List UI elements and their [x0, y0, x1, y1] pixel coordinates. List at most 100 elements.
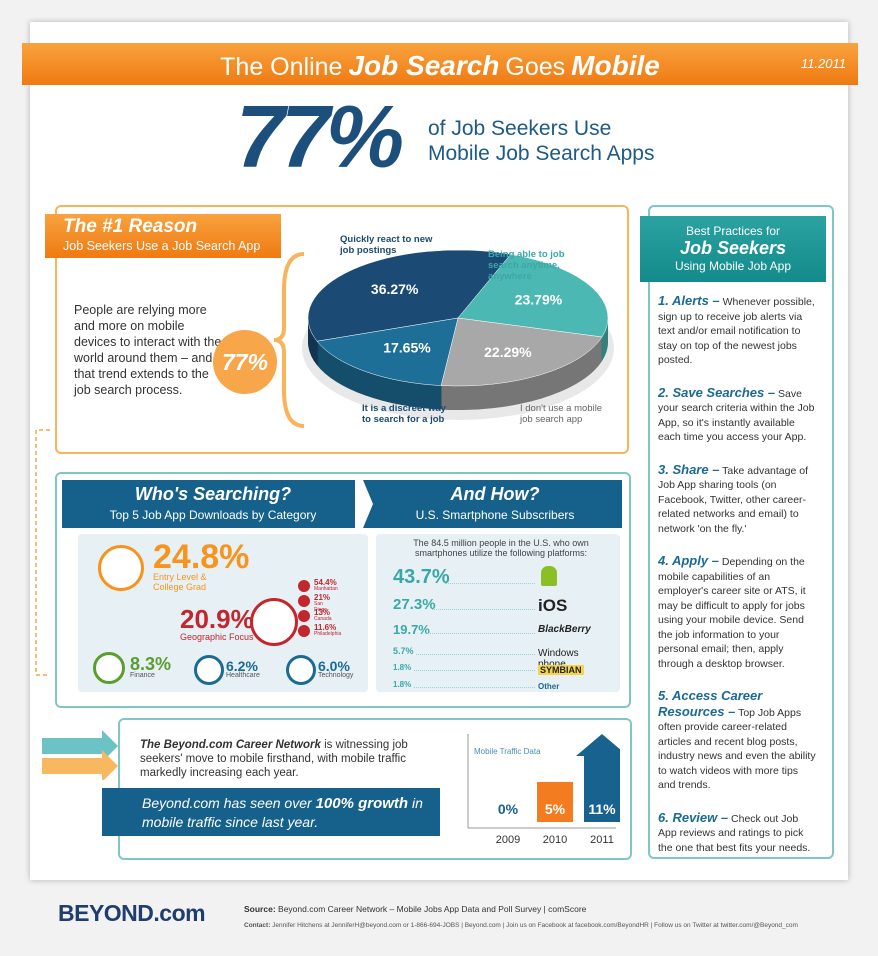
- practice-text: Depending on the mobile capabilities of …: [658, 556, 806, 670]
- category-label: Healthcare: [226, 672, 260, 679]
- category-label: Technology: [318, 672, 354, 679]
- pie-value-label: 23.79%: [515, 292, 563, 308]
- pie-slice: [457, 254, 609, 338]
- city-dot: [298, 595, 310, 607]
- practice-title: 4. Apply –: [658, 553, 719, 568]
- city-value: 21%: [314, 593, 331, 602]
- pie-category-label: Being able to job search anytime, anywhere: [488, 249, 565, 282]
- practices-title-line: Best Practices for: [685, 224, 781, 238]
- category-label: Finance: [130, 672, 155, 679]
- headline-text: of Job Seekers Use Mobile Job Search Apps: [428, 116, 654, 166]
- practice-text: Whenever possible, sign up to receive jo…: [658, 296, 815, 366]
- platform-name: Other: [538, 682, 560, 691]
- chart-title: Mobile Traffic Data: [474, 747, 541, 756]
- city-label: Canada: [314, 616, 332, 622]
- footer-source: Source: Beyond.com Career Network – Mobi…: [244, 904, 586, 914]
- practice-item: 2. Save Searches – Save your search crit…: [658, 385, 818, 445]
- headline-line: of Job Seekers Use: [428, 117, 612, 140]
- contact-text: Jennifer Hitchens at JenniferH@beyond.co…: [272, 922, 798, 929]
- practice-item: 5. Access Career Resources – Top Job App…: [658, 688, 818, 793]
- platform-share: 43.7%: [393, 566, 450, 588]
- growth-text: Beyond.com has seen over 100% growth in …: [142, 794, 432, 831]
- practices-title-line: Using Mobile Job App: [674, 259, 792, 273]
- category-value: 8.3%: [130, 654, 172, 674]
- how-title: And How?: [450, 484, 540, 504]
- connector: [35, 429, 118, 780]
- divider-chevron: [355, 480, 373, 528]
- pie-value-label: 17.65%: [383, 339, 431, 355]
- platform-leader: [416, 653, 535, 655]
- bar-value-label: 5%: [545, 801, 566, 817]
- traffic-chart: Mobile Traffic Data 0% 2009 5% 2010 11% 2011: [467, 734, 620, 846]
- practices-panel: [648, 205, 834, 859]
- pie-chart: 36.27% Quickly react to new job postings 23…: [302, 234, 614, 425]
- android-icon: [541, 566, 557, 586]
- category-icon: [286, 655, 316, 685]
- category-icon: [98, 545, 144, 591]
- footer-contact: Contact: Jennifer Hitchens at JenniferH@…: [244, 922, 798, 929]
- bar-value-label: 11%: [588, 801, 616, 817]
- platform-leader: [445, 583, 535, 584]
- city-label: Manhattan: [314, 586, 338, 592]
- category-icon: [194, 655, 224, 685]
- title-part: Goes: [505, 53, 566, 81]
- reason-subtitle: Job Seekers Use a Job Search App: [63, 239, 261, 253]
- beyond-lead: The Beyond.com Career Network is witness…: [140, 738, 440, 780]
- city-value: 54.4%: [314, 578, 337, 587]
- growth-banner: Beyond.com has seen over 100% growth in …: [102, 788, 440, 836]
- practice-item: 3. Share – Take advantage of Job App sha…: [658, 461, 818, 537]
- lead-rest: is witnessing job seekers' move to mobil…: [140, 739, 408, 779]
- platform-share: 1.8%: [393, 680, 412, 689]
- practice-item: 1. Alerts – Whenever possible, sign up t…: [658, 293, 818, 368]
- bar-category-label: 2010: [543, 834, 567, 846]
- platform-leader: [413, 669, 535, 671]
- platform-name: BlackBerry: [538, 624, 591, 635]
- practice-title: 3. Share –: [658, 461, 720, 477]
- title-part: The Online: [220, 53, 343, 81]
- source-text: Beyond.com Career Network – Mobile Jobs …: [278, 904, 587, 914]
- pie-category-label: Quickly react to new job postings: [339, 234, 433, 256]
- practices-list: 1. Alerts – Whenever possible, sign up t…: [658, 293, 818, 873]
- practice-title: 5. Access Career Resources –: [658, 688, 763, 719]
- practice-item: 6. Review – Check out Job App reviews an…: [658, 809, 818, 856]
- platform-name: SYMBIAN: [538, 665, 584, 675]
- title-part: Mobile: [571, 50, 660, 81]
- practice-text: Take advantage of Job App sharing tools …: [658, 464, 808, 535]
- source-label: Source:: [244, 904, 276, 914]
- pie-slice: [307, 249, 512, 342]
- practice-text: Check out Job App reviews and ratings to…: [658, 812, 811, 854]
- city-label: San Diego: [314, 601, 328, 613]
- pie-value-label: 36.27%: [371, 281, 419, 297]
- practices-tab: Best Practices for Job Seekers Using Mob…: [640, 216, 826, 282]
- growth-part: in mobile traffic since last year.: [142, 795, 423, 830]
- reason-badge: 77%: [213, 330, 277, 394]
- headline-line: Mobile Job Search Apps: [428, 142, 655, 165]
- category-value: 6.2%: [226, 658, 258, 674]
- city-label: Philadelphia: [314, 631, 342, 637]
- city-value: 13%: [314, 608, 331, 617]
- bar-category-label: 2009: [496, 834, 520, 846]
- city-dot: [298, 580, 310, 592]
- contact-label: Contact:: [244, 922, 271, 929]
- category-label: Entry Level & College Grad: [153, 572, 207, 592]
- city-value: 11.6%: [314, 623, 337, 632]
- city-dot: [298, 625, 310, 637]
- date: 11.2011: [800, 56, 846, 71]
- city-icon: [250, 598, 298, 646]
- who-title: Who's Searching?: [134, 484, 292, 504]
- pie-slice: [316, 317, 459, 386]
- who-header-bar: [62, 480, 622, 528]
- platform-share: 5.7%: [393, 646, 414, 656]
- reason-tab: The #1 Reason Job Seekers Use a Job Sear…: [45, 214, 281, 258]
- platform-leader: [413, 686, 535, 688]
- bar-category-label: 2011: [590, 834, 614, 846]
- practice-title: 6. Review –: [658, 809, 729, 825]
- reason-title: The #1 Reason: [63, 216, 198, 237]
- practice-text: Top Job Apps often provide career-relate…: [658, 706, 816, 792]
- city-dot: [298, 610, 310, 622]
- headline-stat: 77%: [236, 87, 404, 186]
- title-bar: The Online Job Search Goes Mobile 11.2011: [22, 43, 858, 85]
- how-subtitle: U.S. Smartphone Subscribers: [415, 508, 575, 522]
- platform-share: 1.8%: [393, 663, 412, 672]
